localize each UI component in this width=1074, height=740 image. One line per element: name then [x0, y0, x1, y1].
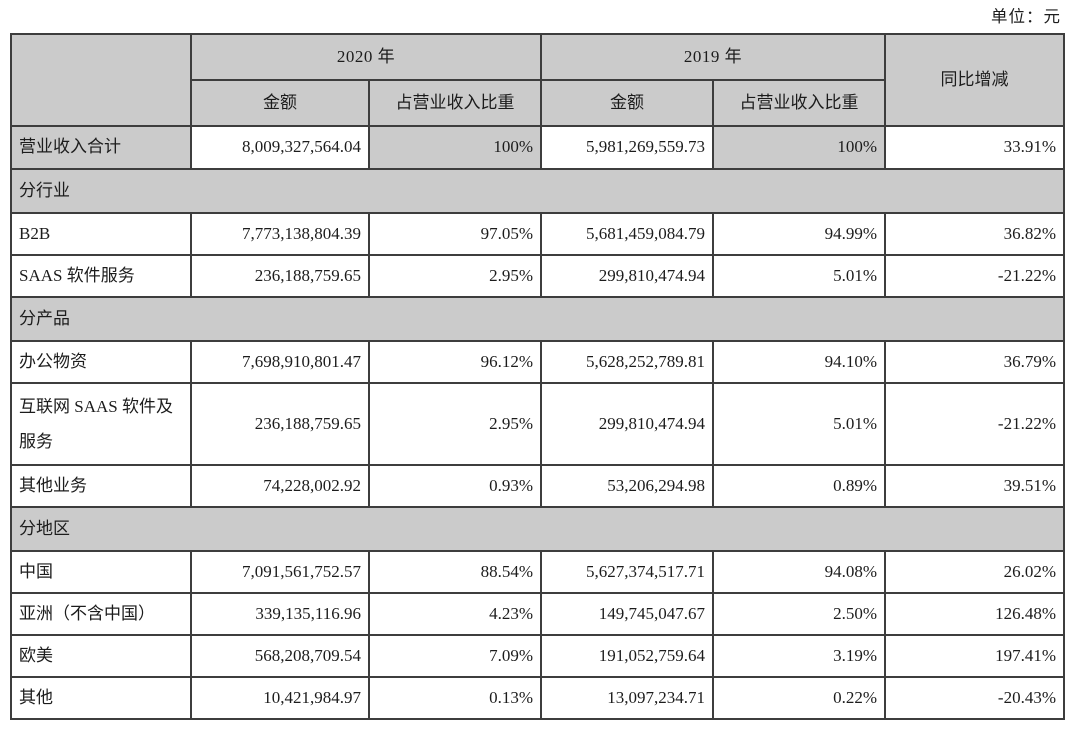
yoy-value: 197.41%	[884, 634, 1065, 678]
yoy-value: 126.48%	[884, 592, 1065, 636]
share-2019: 0.22%	[712, 676, 886, 720]
share-2019: 94.99%	[712, 212, 886, 256]
amount-2019: 5,681,459,084.79	[540, 212, 714, 256]
amount-2020: 568,208,709.54	[190, 634, 370, 678]
table-row: SAAS 软件服务 236,188,759.65 2.95% 299,810,4…	[10, 254, 1065, 298]
amount-2020: 236,188,759.65	[190, 382, 370, 466]
year-2020-header: 2020 年	[190, 33, 542, 81]
amount-2019: 191,052,759.64	[540, 634, 714, 678]
share-2020: 4.23%	[368, 592, 542, 636]
amount-2020: 74,228,002.92	[190, 464, 370, 508]
row-label: 亚洲（不含中国）	[10, 592, 192, 636]
year-2019-header: 2019 年	[540, 33, 886, 81]
yoy-value: -20.43%	[884, 676, 1065, 720]
report-page: 单位：元 2020 年 2019 年 同比增减 金额 占营业收入比重 金额 占营…	[10, 7, 1065, 720]
row-label: 中国	[10, 550, 192, 594]
amount-2019: 5,628,252,789.81	[540, 340, 714, 384]
header-row-subcolumns: 金额 占营业收入比重 金额 占营业收入比重	[11, 79, 1064, 127]
row-label: 欧美	[10, 634, 192, 678]
share-2020: 0.93%	[368, 464, 542, 508]
table-row: 中国 7,091,561,752.57 88.54% 5,627,374,517…	[10, 550, 1065, 594]
share-2020: 0.13%	[368, 676, 542, 720]
row-label: B2B	[10, 212, 192, 256]
amount-2019: 13,097,234.71	[540, 676, 714, 720]
amount-2019: 149,745,047.67	[540, 592, 714, 636]
share-2020: 88.54%	[368, 550, 542, 594]
share-2019: 94.10%	[712, 340, 886, 384]
amount-2019: 5,627,374,517.71	[540, 550, 714, 594]
yoy-header: 同比增减	[884, 33, 1065, 127]
section-row-region: 分地区	[10, 506, 1065, 552]
section-row-product: 分产品	[10, 296, 1065, 342]
yoy-value: 36.82%	[884, 212, 1065, 256]
table-row: 欧美 568,208,709.54 7.09% 191,052,759.64 3…	[10, 634, 1065, 678]
table-row: B2B 7,773,138,804.39 97.05% 5,681,459,08…	[10, 212, 1065, 256]
yoy-value: 26.02%	[884, 550, 1065, 594]
share-2019: 100%	[712, 125, 886, 170]
table-row: 亚洲（不含中国） 339,135,116.96 4.23% 149,745,04…	[10, 592, 1065, 636]
amount-2020: 10,421,984.97	[190, 676, 370, 720]
share-2019-header: 占营业收入比重	[712, 79, 886, 127]
yoy-value: 36.79%	[884, 340, 1065, 384]
amount-2019-header: 金额	[540, 79, 714, 127]
amount-2020: 236,188,759.65	[190, 254, 370, 298]
unit-label: 单位：元	[991, 7, 1061, 26]
total-row: 营业收入合计 8,009,327,564.04 100% 5,981,269,5…	[10, 125, 1065, 170]
share-2019: 5.01%	[712, 382, 886, 466]
section-label: 分产品	[10, 296, 1065, 342]
yoy-value: 39.51%	[884, 464, 1065, 508]
share-2019: 94.08%	[712, 550, 886, 594]
amount-2020: 7,773,138,804.39	[190, 212, 370, 256]
row-label: 互联网 SAAS 软件及服务	[10, 382, 192, 466]
row-label: 其他业务	[10, 464, 192, 508]
amount-2020-header: 金额	[190, 79, 370, 127]
row-label: 其他	[10, 676, 192, 720]
corner-cell	[10, 33, 192, 127]
share-2020: 2.95%	[368, 254, 542, 298]
row-label: SAAS 软件服务	[10, 254, 192, 298]
amount-2019: 53,206,294.98	[540, 464, 714, 508]
share-2020: 96.12%	[368, 340, 542, 384]
amount-2019: 299,810,474.94	[540, 382, 714, 466]
table-row: 办公物资 7,698,910,801.47 96.12% 5,628,252,7…	[10, 340, 1065, 384]
share-2020: 100%	[368, 125, 542, 170]
yoy-value: -21.22%	[884, 254, 1065, 298]
share-2019: 0.89%	[712, 464, 886, 508]
share-2019: 2.50%	[712, 592, 886, 636]
section-label: 分行业	[10, 168, 1065, 214]
share-2020-header: 占营业收入比重	[368, 79, 542, 127]
amount-2020: 339,135,116.96	[190, 592, 370, 636]
yoy-value: -21.22%	[884, 382, 1065, 466]
yoy-value: 33.91%	[884, 125, 1065, 170]
share-2019: 3.19%	[712, 634, 886, 678]
section-row-industry: 分行业	[10, 168, 1065, 214]
amount-2020: 7,091,561,752.57	[190, 550, 370, 594]
header-row-years: 2020 年 2019 年 同比增减	[10, 33, 1065, 127]
section-label: 分地区	[10, 506, 1065, 552]
share-2020: 2.95%	[368, 382, 542, 466]
share-2020: 97.05%	[368, 212, 542, 256]
table-row: 互联网 SAAS 软件及服务 236,188,759.65 2.95% 299,…	[10, 382, 1065, 466]
amount-2020: 7,698,910,801.47	[190, 340, 370, 384]
revenue-breakdown-table: 2020 年 2019 年 同比增减 金额 占营业收入比重 金额 占营业收入比重…	[10, 33, 1065, 720]
amount-2019: 299,810,474.94	[540, 254, 714, 298]
table-row: 其他 10,421,984.97 0.13% 13,097,234.71 0.2…	[10, 676, 1065, 720]
table-row: 其他业务 74,228,002.92 0.93% 53,206,294.98 0…	[10, 464, 1065, 508]
amount-2019: 5,981,269,559.73	[540, 125, 714, 170]
row-label: 营业收入合计	[10, 125, 192, 170]
row-label: 办公物资	[10, 340, 192, 384]
amount-2020: 8,009,327,564.04	[190, 125, 370, 170]
share-2019: 5.01%	[712, 254, 886, 298]
share-2020: 7.09%	[368, 634, 542, 678]
